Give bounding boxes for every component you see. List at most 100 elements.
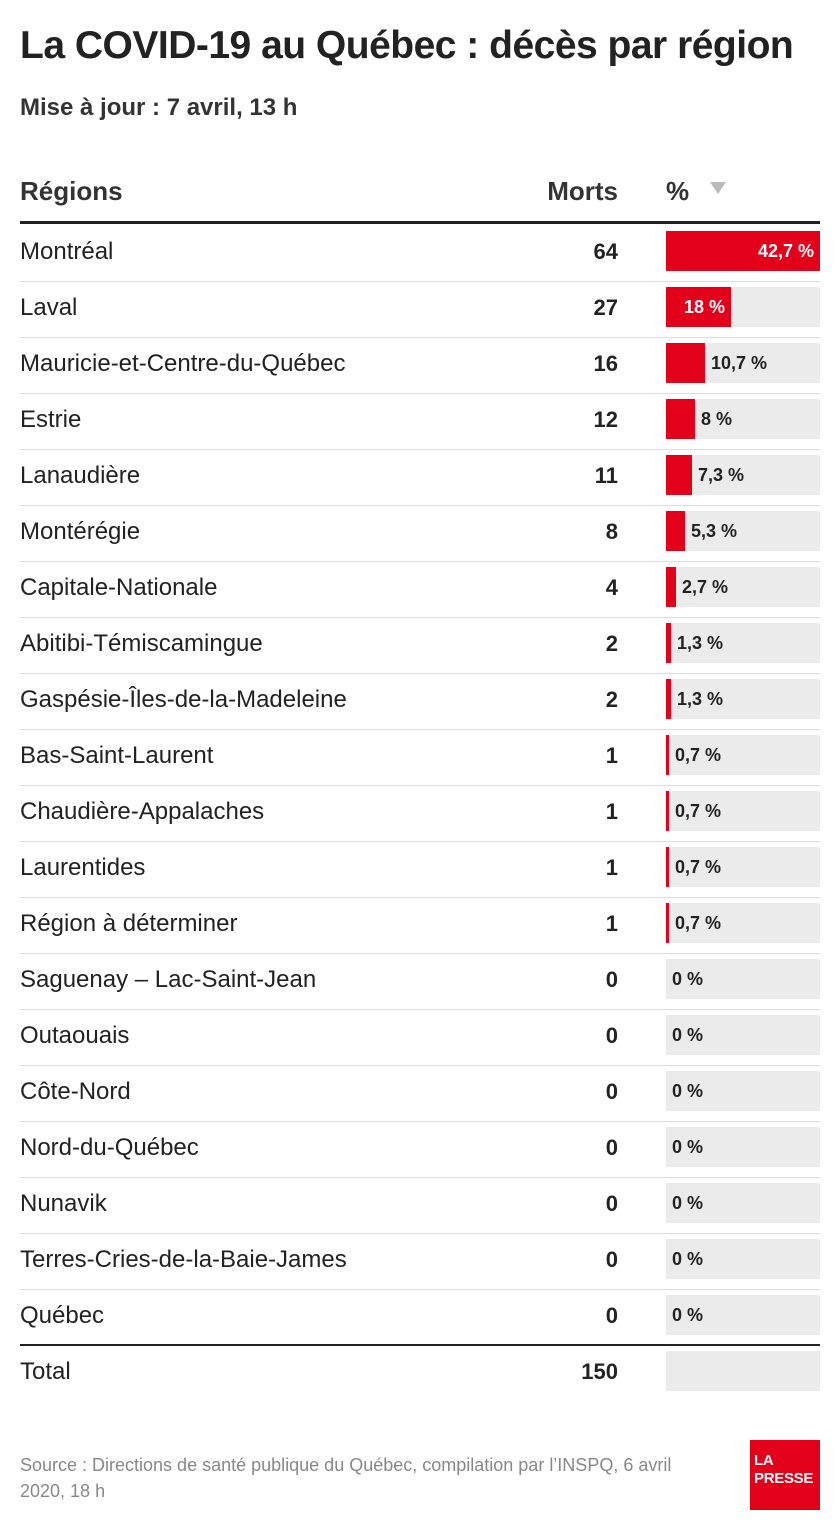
- table-row: Bas-Saint-Laurent 1 0,7 %: [20, 730, 820, 786]
- percent-bar-track: 0 %: [666, 1127, 820, 1167]
- table-row: Chaudière-Appalaches 1 0,7 %: [20, 786, 820, 842]
- region-name: Nunavik: [20, 1190, 107, 1217]
- percent-label: 0 %: [672, 969, 704, 989]
- death-count: 2: [605, 687, 618, 712]
- percent-bar-track: 0,7 %: [666, 735, 820, 775]
- percent-bar: [666, 455, 692, 495]
- sort-down-icon[interactable]: [710, 182, 726, 194]
- death-count: 0: [605, 1247, 618, 1272]
- region-name: Capitale-Nationale: [20, 574, 218, 601]
- percent-label: 0,7 %: [675, 745, 722, 765]
- table-row: Abitibi-Témiscamingue 2 1,3 %: [20, 618, 820, 674]
- source-note: Source : Directions de santé publique du…: [20, 1455, 672, 1501]
- death-count: 4: [605, 575, 618, 600]
- percent-bar: [666, 231, 820, 271]
- region-name: Gaspésie-Îles-de-la-Madeleine: [20, 686, 347, 713]
- death-count: 2: [605, 631, 618, 656]
- death-count: 0: [605, 1079, 618, 1104]
- la-presse-logo: LA PRESSE: [750, 1440, 820, 1510]
- percent-label: 0,7 %: [675, 913, 722, 933]
- table-row: Côte-Nord 0 0 %: [20, 1066, 820, 1122]
- percent-bar-track: 18 %: [666, 287, 820, 327]
- region-name: Bas-Saint-Laurent: [20, 742, 214, 769]
- percent-bar: [666, 735, 669, 775]
- region-name: Laurentides: [20, 854, 146, 881]
- column-header-region[interactable]: Régions: [20, 176, 123, 206]
- percent-label: 10,7 %: [711, 353, 768, 373]
- percent-bar-track: 0,7 %: [666, 903, 820, 943]
- table-row: Montérégie 8 5,3 %: [20, 506, 820, 562]
- death-count: 64: [593, 239, 618, 264]
- percent-bar-track: 5,3 %: [666, 511, 820, 551]
- region-name: Terres-Cries-de-la-Baie-James: [20, 1246, 347, 1273]
- death-count: 0: [605, 1135, 618, 1160]
- region-name: Chaudière-Appalaches: [20, 798, 265, 825]
- table-row: Montréal 64 42,7 %: [20, 226, 820, 282]
- percent-label: 0 %: [672, 1249, 704, 1269]
- death-count: 1: [605, 911, 618, 936]
- death-count: 1: [605, 799, 618, 824]
- percent-bar: [666, 679, 671, 719]
- region-name: Outaouais: [20, 1022, 130, 1049]
- percent-label: 0 %: [672, 1081, 704, 1101]
- death-count: 16: [593, 351, 618, 376]
- death-count: 1: [605, 743, 618, 768]
- percent-bar-track: 10,7 %: [666, 343, 820, 383]
- percent-bar-track: 42,7 %: [666, 231, 820, 271]
- percent-bar: [666, 791, 669, 831]
- percent-label: 7,3 %: [698, 465, 745, 485]
- death-count: 27: [593, 295, 618, 320]
- percent-label: 0 %: [672, 1025, 704, 1045]
- region-name: Mauricie-et-Centre-du-Québec: [20, 350, 346, 377]
- death-count: 0: [605, 1191, 618, 1216]
- chart-title: La COVID-19 au Québec : décès par région: [20, 24, 794, 67]
- region-name: Saguenay – Lac-Saint-Jean: [20, 966, 317, 993]
- percent-label: 0,7 %: [675, 801, 722, 821]
- percent-bar-track: 0 %: [666, 1183, 820, 1223]
- table-row: Québec 0 0 %: [20, 1290, 820, 1346]
- table-row: Capitale-Nationale 4 2,7 %: [20, 562, 820, 618]
- table-header: Régions Morts %: [20, 172, 820, 224]
- percent-bar-track: 0,7 %: [666, 847, 820, 887]
- percent-bar-track: 0 %: [666, 959, 820, 999]
- region-name: Région à déterminer: [20, 910, 238, 937]
- percent-label: 0,7 %: [675, 857, 722, 877]
- percent-bar: [666, 511, 685, 551]
- death-count: 11: [594, 463, 618, 488]
- percent-bar-track: 1,3 %: [666, 623, 820, 663]
- percent-bar-track: 0 %: [666, 1015, 820, 1055]
- table-row: Laval 27 18 %: [20, 282, 820, 338]
- death-count: 8: [605, 519, 618, 544]
- percent-bar-track: 8 %: [666, 399, 820, 439]
- region-name: Nord-du-Québec: [20, 1134, 199, 1161]
- logo-line-1: LA: [754, 1452, 774, 1469]
- table-row: Outaouais 0 0 %: [20, 1010, 820, 1066]
- total-row: Total 150: [20, 1344, 820, 1400]
- table-row: Mauricie-et-Centre-du-Québec 16 10,7 %: [20, 338, 820, 394]
- death-count: 0: [605, 967, 618, 992]
- percent-bar: [666, 567, 676, 607]
- table-row: Nunavik 0 0 %: [20, 1178, 820, 1234]
- table-row: Laurentides 1 0,7 %: [20, 842, 820, 898]
- percent-bar-track: 0 %: [666, 1071, 820, 1111]
- death-count: 0: [605, 1303, 618, 1328]
- percent-label: 18 %: [683, 297, 725, 317]
- column-header-percent[interactable]: %: [666, 176, 690, 206]
- total-deaths: 150: [581, 1359, 618, 1384]
- percent-bar-track: 0 %: [666, 1239, 820, 1279]
- death-count: 1: [605, 855, 618, 880]
- region-name: Côte-Nord: [20, 1078, 131, 1105]
- percent-label: 0 %: [672, 1137, 704, 1157]
- table-body: Montréal 64 42,7 % Laval 27 18 % Mauricie-et-C…: [20, 226, 820, 1346]
- percent-bar-track: 7,3 %: [666, 455, 820, 495]
- death-count: 0: [605, 1023, 618, 1048]
- region-name: Montérégie: [20, 518, 141, 545]
- percent-bar-track: 2,7 %: [666, 567, 820, 607]
- total-label: Total: [20, 1358, 71, 1385]
- table-row: Terres-Cries-de-la-Baie-James 0 0 %: [20, 1234, 820, 1290]
- column-header-deaths[interactable]: Morts: [547, 176, 618, 206]
- percent-bar: [666, 847, 669, 887]
- death-count: 12: [593, 407, 618, 432]
- region-name: Estrie: [20, 406, 82, 433]
- percent-bar: [666, 399, 695, 439]
